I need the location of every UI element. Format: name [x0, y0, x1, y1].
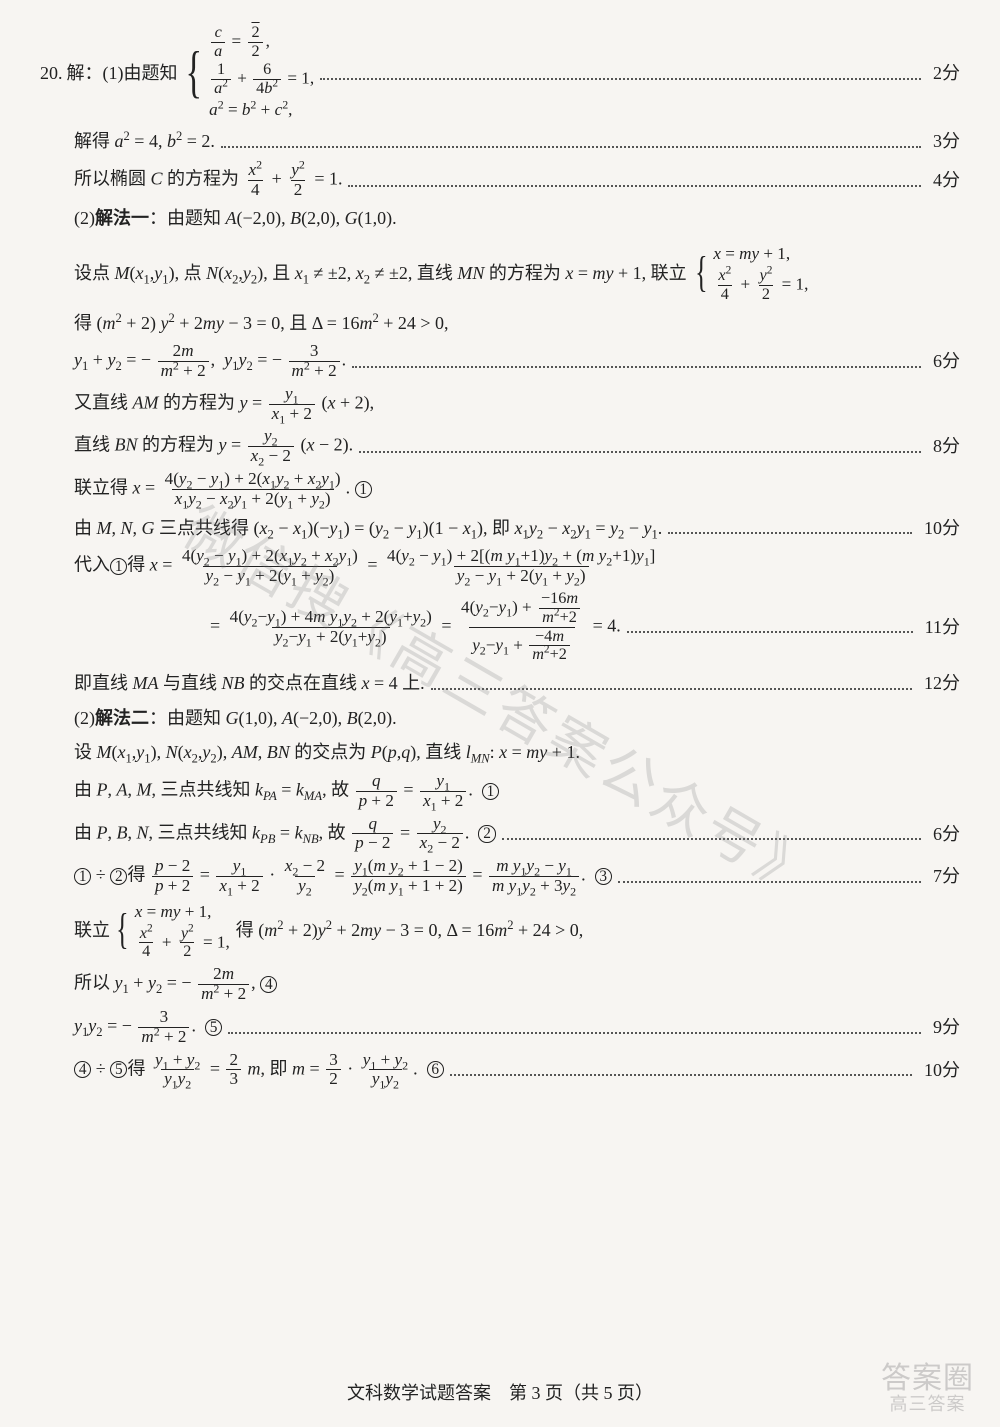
line-quadratic: 得 (m2 + 2) y2 + 2my − 3 = 0, 且 Δ = 16m2 … [40, 308, 960, 339]
corner-stamp: 答案圈 高三答案 [881, 1362, 974, 1415]
line-sub1: 代入1得 x = 4(y2 − y1) + 2(x1y2 + x2y1) y2 … [40, 547, 960, 586]
brace-system-3: x = my + 1, x24 + y22 = 1, [135, 900, 230, 962]
line-collinear: 由 M, N, G 三点共线得 (x2 − x1)(−y1) = (y2 − y… [40, 513, 960, 544]
points-11: 11分 [919, 612, 960, 643]
points-10b: 10分 [918, 1055, 960, 1086]
line-sub2: = 4(y2−y1) + 4m y1y2 + 2(y1+y2) y2−y1 + … [40, 590, 960, 665]
stamp-bottom: 高三答案 [881, 1395, 974, 1415]
points-12: 12分 [918, 668, 960, 699]
line-bn: 直线 BN 的方程为 y = y2x2 − 2 (x − 2). 8分 [40, 427, 960, 466]
points-6a: 6分 [927, 346, 960, 377]
points-7: 7分 [927, 861, 960, 892]
line-joint-x: 联立得 x = 4(y2 − y1) + 2(x1y2 + x2y1) x1y2… [40, 470, 960, 509]
points-6b: 6分 [927, 819, 960, 850]
problem-head: 20. 解：(1)由题知 { ca = 22, 1a2 + 64b2 = 1, … [40, 24, 960, 122]
line-m2-prod: y1y2 = − 3m2 + 2. 5 9分 [40, 1008, 960, 1047]
brace-system-2: x = my + 1, x24 + y22 = 1, [713, 242, 808, 304]
points-10a: 10分 [918, 513, 960, 544]
points-9: 9分 [927, 1012, 960, 1043]
method1-head: (2)解法一：由题知 A(−2,0), B(2,0), G(1,0). [40, 203, 960, 234]
line-a2b2: 解得 a2 = 4, b2 = 2. 3分 [40, 126, 960, 157]
stamp-top: 答案圈 [881, 1362, 974, 1395]
method2-head: (2)解法二：由题知 G(1,0), A(−2,0), B(2,0). [40, 703, 960, 734]
answer-page: 微信搜《高三答案公众号》 20. 解：(1)由题知 { ca = 22, 1a2… [0, 0, 1000, 1427]
line-ellipse: 所以椭圆 C 的方程为 x24 + y22 = 1. 4分 [40, 161, 960, 200]
method2-joint: 联立 { x = my + 1, x24 + y22 = 1, 得 (m2 + … [40, 900, 960, 962]
points-8: 8分 [927, 431, 960, 462]
line-m2-ratio: 4 ÷ 5得 y1 + y2y1y2 = 23 m, 即 m = 32 · y1… [40, 1051, 960, 1090]
problem-number: 20. [40, 58, 63, 89]
method1-setup: 设点 M(x1,y1), 点 N(x2,y2), 且 x1 ≠ ±2, x2 ≠… [40, 242, 960, 304]
line-am: 又直线 AM 的方程为 y = y1x1 + 2 (x + 2), [40, 385, 960, 424]
line-div12: 1 ÷ 2得 p − 2p + 2 = y1x1 + 2 · x2 − 2y2 … [40, 857, 960, 896]
line-m2-sum: 所以 y1 + y2 = − 2mm2 + 2, 4 [40, 965, 960, 1004]
line-concl1: 即直线 MA 与直线 NB 的交点在直线 x = 4 上. 12分 [40, 668, 960, 699]
points-2: 2分 [927, 58, 960, 89]
brace-system-1: ca = 22, 1a2 + 64b2 = 1, a2 = b2 + c2, [209, 24, 314, 122]
line-vieta: y1 + y2 = − 2mm2 + 2, y1y2 = − 3m2 + 2. … [40, 342, 960, 381]
page-footer: 文科数学试题答案 第 3 页（共 5 页） [0, 1378, 1000, 1409]
points-4: 4分 [927, 165, 960, 196]
line-pam: 由 P, A, M, 三点共线知 kPA = kMA, 故 qp + 2 = y… [40, 772, 960, 811]
method2-setup: 设 M(x1,y1), N(x2,y2), AM, BN 的交点为 P(p,q)… [40, 737, 960, 768]
line-pbn: 由 P, B, N, 三点共线知 kPB = kNB, 故 qp − 2 = y… [40, 815, 960, 854]
points-3: 3分 [927, 126, 960, 157]
